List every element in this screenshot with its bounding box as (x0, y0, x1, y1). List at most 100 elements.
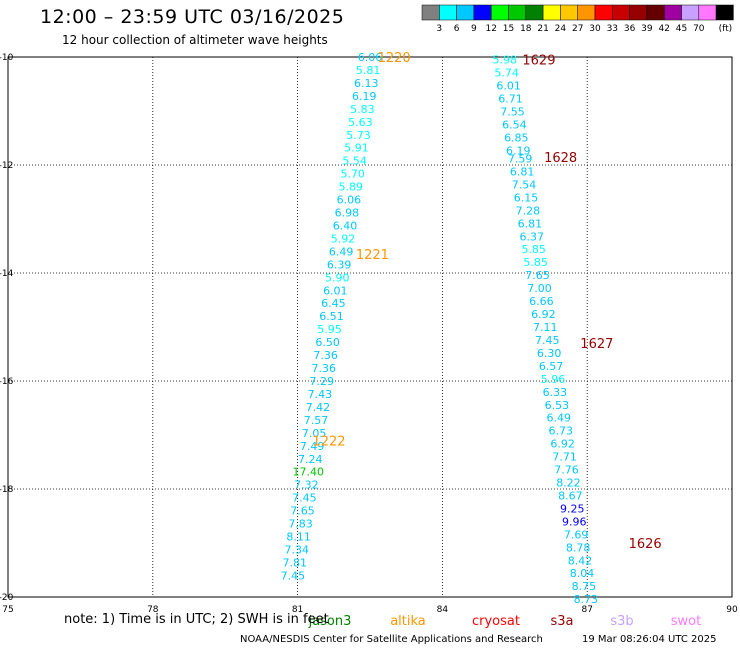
data-point-altika: 7.43 (308, 388, 333, 401)
data-point-s3a: 6.15 (514, 191, 539, 204)
data-point-s3a: 5.85 (521, 243, 546, 256)
chart-title: 12:00 – 23:59 UTC 03/16/2025 (40, 6, 345, 28)
colorbar-label: 15 (503, 24, 514, 34)
y-tick-label: -16 (0, 377, 14, 387)
data-point-altika: 5.92 (331, 232, 356, 245)
data-point-s3a: 5.96 (541, 373, 566, 386)
data-point-s3a: 7.28 (516, 204, 541, 217)
colorbar-label: 12 (485, 24, 496, 34)
y-tick-label: -10 (0, 53, 14, 63)
data-point-altika: 6.45 (321, 297, 346, 310)
data-point-s3a: 7.59 (508, 153, 533, 166)
data-point-s3a: 6.92 (531, 308, 556, 321)
colorbar-label: 42 (658, 24, 669, 34)
generated-timestamp: 19 Mar 08:26:04 UTC 2025 (582, 634, 717, 645)
colorbar-swatch (439, 4, 457, 21)
colorbar-label: 21 (537, 24, 548, 34)
colorbar-label: 33 (607, 24, 618, 34)
data-point-s3a: 7.00 (527, 282, 552, 295)
legend-cryosat: cryosat (472, 614, 520, 629)
data-point-altika: 5.70 (340, 168, 365, 181)
data-point-s3a: 7.11 (533, 321, 558, 334)
colorbar-swatch (421, 4, 440, 21)
data-point-altika: 6.06 (358, 51, 383, 64)
colorbar-swatch (663, 4, 682, 21)
data-point-altika: 7.05 (302, 427, 327, 440)
data-point-s3a: 6.01 (496, 80, 521, 93)
data-point-s3a: 6.92 (550, 438, 575, 451)
colorbar-label: 70 (693, 24, 705, 34)
data-point-s3a: 8.22 (556, 477, 581, 490)
data-point-altika: 17.40 (293, 466, 325, 479)
data-point-s3a: 7.54 (512, 178, 537, 191)
colorbar-swatch (456, 4, 475, 21)
colorbar-label: 45 (676, 24, 687, 34)
data-point-altika: 6.98 (335, 207, 360, 220)
data-point-altika: 6.13 (354, 77, 379, 90)
data-point-altika: 7.29 (310, 375, 335, 388)
y-tick-label: -20 (0, 593, 14, 603)
data-point-s3a: 6.73 (548, 425, 573, 438)
colorbar-swatch (525, 4, 544, 21)
colorbar-label: 24 (555, 24, 567, 34)
data-point-s3a: 6.81 (510, 165, 535, 178)
colorbar-swatch (629, 4, 648, 21)
data-point-altika: 5.54 (342, 155, 367, 168)
legend-jason3: jason3 (308, 614, 352, 629)
colorbar-swatch (490, 4, 509, 21)
legend-s3a: s3a (550, 614, 573, 629)
data-point-s3a: 8.78 (566, 541, 591, 554)
track-label-s3a: 1629 (522, 54, 555, 69)
colorbar-label: 27 (572, 24, 583, 34)
data-point-s3a: 9.96 (562, 515, 587, 528)
data-point-altika: 7.45 (292, 492, 317, 505)
colorbar-swatch (646, 4, 665, 21)
data-point-s3a: 6.66 (529, 295, 554, 308)
x-tick-label: 87 (581, 605, 592, 615)
data-point-altika: 8.11 (286, 531, 311, 544)
data-point-s3a: 6.30 (537, 347, 562, 360)
x-tick-label: 81 (292, 605, 303, 615)
data-point-s3a: 6.57 (539, 360, 564, 373)
data-point-s3a: 6.19 (506, 144, 531, 157)
data-point-altika: 6.06 (337, 194, 362, 207)
data-point-s3a: 8.67 (558, 489, 583, 502)
track-label-altika: 1220 (378, 51, 411, 66)
data-point-s3a: 8.75 (572, 580, 597, 593)
data-point-s3a: 5.85 (523, 256, 548, 269)
data-point-s3a: 7.69 (564, 528, 589, 541)
colorbar-swatch (473, 4, 492, 21)
track-label-altika: 1222 (312, 434, 345, 449)
track-label-s3a: 1628 (544, 151, 577, 166)
data-point-altika: 6.40 (333, 219, 358, 232)
plot-frame (7, 56, 733, 598)
data-point-s3a: 5.98 (492, 54, 517, 67)
data-point-altika: 7.32 (294, 479, 319, 492)
data-point-s3a: 8.04 (570, 567, 595, 580)
chart-subtitle: 12 hour collection of altimeter wave hei… (62, 33, 328, 47)
colorbar-unit: (ft) (719, 24, 733, 34)
track-label-altika: 1221 (356, 248, 389, 263)
colorbar-swatch (508, 4, 527, 21)
colorbar-label: 9 (471, 24, 477, 34)
data-point-s3a: 8.73 (574, 593, 599, 606)
data-point-s3a: 5.74 (494, 67, 519, 80)
data-point-altika: 6.50 (315, 336, 340, 349)
x-tick-label: 75 (2, 605, 13, 615)
credit-line: NOAA/NESDIS Center for Satellite Applica… (240, 634, 543, 645)
colorbar-swatch (681, 4, 700, 21)
data-point-altika: 7.36 (313, 349, 338, 362)
x-tick-label: 84 (437, 605, 449, 615)
data-point-altika: 7.57 (304, 414, 329, 427)
data-point-s3a: 6.37 (520, 230, 545, 243)
data-point-altika: 5.73 (346, 129, 371, 142)
colorbar-label: 18 (520, 24, 532, 34)
data-point-altika: 6.01 (323, 284, 348, 297)
colorbar-swatch (560, 4, 578, 21)
data-point-altika: 7.36 (311, 362, 336, 375)
data-point-altika: 6.39 (327, 258, 352, 271)
data-point-altika: 5.63 (348, 116, 373, 129)
colorbar-label: 39 (641, 24, 653, 34)
colorbar-swatch (698, 4, 717, 21)
